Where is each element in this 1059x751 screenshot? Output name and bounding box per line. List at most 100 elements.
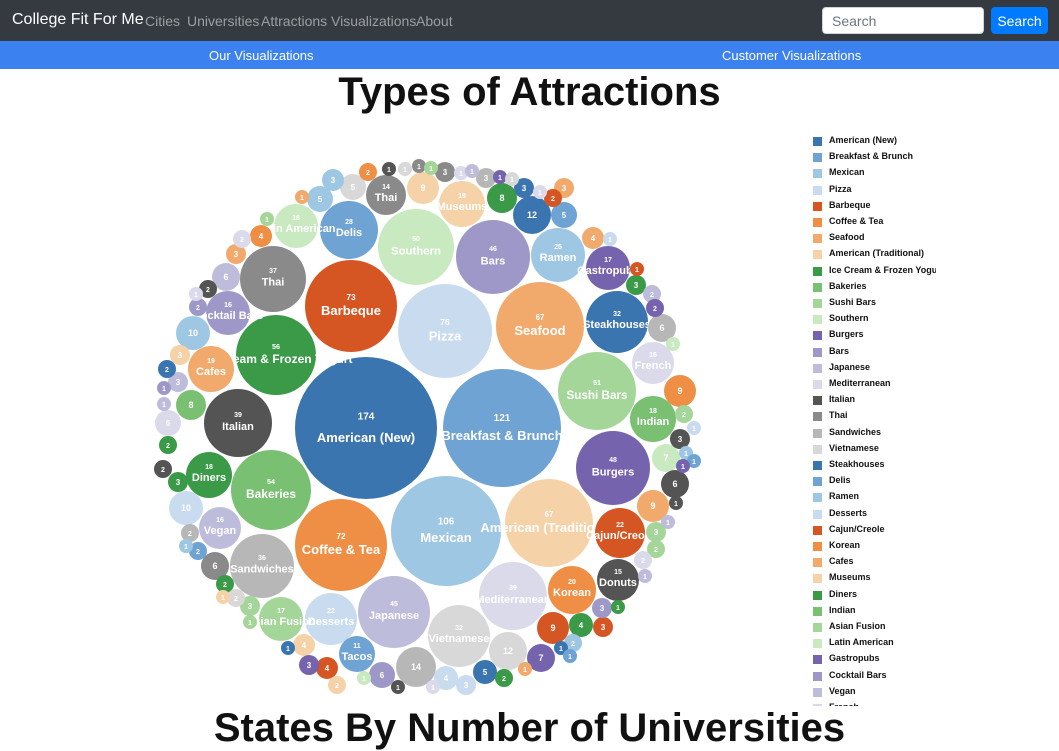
bubble: 1	[533, 185, 547, 199]
bubble-value-label: 3	[176, 378, 181, 387]
bubble-value-label: 2	[165, 367, 169, 374]
bubble-value-label: 106	[438, 516, 455, 527]
bubble-value-label: 4	[444, 674, 449, 683]
bubble-value-label: 174	[358, 411, 375, 422]
bubble-name-label: Gastropubs	[577, 265, 639, 277]
bubble-circle	[359, 163, 377, 181]
bubble-circle	[554, 641, 568, 655]
brand-link[interactable]: College Fit For Me	[12, 11, 144, 28]
our-visualizations-link[interactable]: Our Visualizations	[209, 48, 314, 63]
bubble-circle	[295, 190, 309, 204]
bubble-value-label: 39	[509, 585, 517, 592]
search-button[interactable]: Search	[991, 7, 1048, 34]
bubble-circle	[212, 263, 240, 291]
bubble-circle	[586, 291, 648, 353]
bubble: 6	[369, 662, 395, 688]
legend-item: Cajun/Creole	[811, 523, 936, 537]
legend-item: Cocktail Bars	[811, 669, 936, 683]
bubble: 6	[155, 410, 181, 436]
bubble-circle	[514, 178, 534, 198]
bubble: 1	[638, 569, 652, 583]
legend-swatch	[813, 477, 822, 487]
bubble-circle	[676, 459, 690, 473]
bubble-circle	[426, 680, 440, 694]
bubble-value-label: 1	[162, 402, 166, 409]
bubble-circle	[569, 613, 593, 637]
bubble-value-label: 1	[429, 166, 433, 173]
bubble-name-label: Bakeries	[246, 487, 296, 501]
bubble-value-label: 22	[327, 608, 335, 615]
bubble-value-label: 1	[417, 164, 421, 171]
bubble-value-label: 3	[248, 602, 253, 611]
legend-swatch	[813, 169, 822, 179]
bubble: 1	[465, 164, 479, 178]
bubble-value-label: 46	[489, 246, 497, 253]
bubble-name-label: Korean	[553, 587, 591, 599]
bubble-value-label: 3	[484, 174, 489, 183]
bubble: 1	[281, 641, 295, 655]
bubble-circle	[158, 360, 176, 378]
legend-item: Latin American	[811, 636, 936, 650]
bubble: 5	[551, 202, 577, 228]
legend-label: Mediterranean	[829, 378, 891, 388]
bubble: 1	[398, 162, 412, 176]
bubble: 3	[626, 275, 646, 295]
bubble-circle	[157, 397, 171, 411]
bubble-circle	[340, 174, 366, 200]
bubble: 1	[295, 190, 309, 204]
nav-link-universities[interactable]: Universities	[187, 13, 260, 29]
bubble-name-label: American (Traditional)	[480, 520, 617, 535]
nav-link-attractions[interactable]: Attractions	[261, 13, 328, 29]
legend-item: Diners	[811, 588, 936, 602]
bubble-value-label: 17	[277, 608, 285, 615]
bubble-value-label: 39	[234, 412, 242, 419]
legend-swatch	[813, 218, 822, 227]
nav-link-visualizations[interactable]: Visualizations	[331, 13, 417, 29]
bubble-value-label: 19	[207, 358, 215, 365]
bubble-name-label: Seafood	[514, 323, 565, 338]
legend-label: Breakfast & Brunch	[829, 151, 914, 162]
bubble: 2	[189, 298, 207, 316]
bubble-value-label: 12	[503, 646, 513, 656]
bubble-name-label: Vegan	[204, 525, 237, 537]
legend-item: Korean	[811, 539, 936, 553]
bubble-circle	[398, 284, 492, 378]
bubble-value-label: 1	[498, 175, 502, 182]
bubble-value-label: 67	[545, 510, 554, 519]
bubble-name-label: Cafes	[196, 366, 226, 378]
bubble: 1	[687, 421, 701, 435]
bubble-value-label: 2	[234, 596, 238, 603]
bubble-circle	[664, 375, 696, 407]
bubble-circle	[226, 244, 246, 264]
legend-item: Vietnamese	[811, 442, 936, 456]
bubble-circle	[527, 644, 555, 672]
bubble: 1	[179, 539, 193, 553]
legend-label: Cocktail Bars	[829, 669, 887, 680]
bubble-circle	[231, 450, 311, 530]
bubble: 8	[487, 183, 517, 213]
customer-visualizations-link[interactable]: Customer Visualizations	[722, 48, 862, 63]
bubble-circle	[533, 185, 547, 199]
search-input[interactable]	[822, 7, 984, 34]
legend-item: Gastropubs	[811, 652, 936, 666]
legend-label: Vietnamese	[829, 442, 879, 453]
legend-item: Sushi Bars	[811, 296, 936, 310]
nav-link-about[interactable]: About	[416, 13, 453, 29]
bubble-circle	[495, 669, 513, 687]
bubble-circle	[648, 314, 676, 342]
bubble-circle	[240, 246, 306, 312]
bubble-circle	[233, 230, 251, 248]
legend-item: Cafes	[811, 555, 936, 569]
bubble-circle	[505, 172, 519, 186]
legend-label: Korean	[829, 540, 861, 550]
bubble: 2	[181, 524, 199, 542]
bubble: 3	[646, 522, 666, 542]
bubble: 1	[243, 615, 257, 629]
legend-swatch	[813, 687, 822, 697]
bubble-circle	[479, 562, 547, 630]
bubble-value-label: 2	[653, 306, 657, 313]
nav-link-cities[interactable]: Cities	[145, 13, 181, 29]
